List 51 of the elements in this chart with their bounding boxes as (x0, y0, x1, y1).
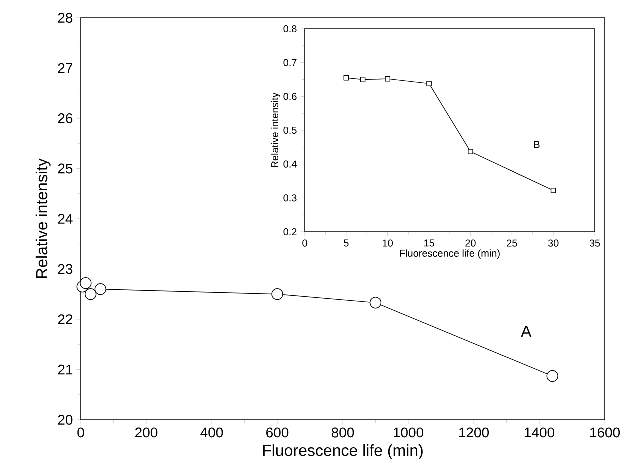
y-tick-label: 27 (58, 63, 73, 74)
point (84, 288, 97, 300)
y-tick-label: 0.6 (284, 93, 297, 100)
x-tick-label: 20 (466, 240, 476, 247)
x-tick-label: 0 (78, 428, 84, 438)
y-axis-title: Relative intensity (36, 158, 51, 278)
point (546, 370, 558, 382)
point (94, 284, 106, 296)
x-tick-label: 400 (200, 428, 224, 438)
point (272, 288, 284, 300)
y-tick-label: 20 (58, 415, 73, 425)
x-tick-label: 25 (507, 240, 518, 247)
y-tick-label: 0.3 (284, 194, 297, 202)
x-tick-label: 1000 (394, 428, 424, 438)
x-tick-label: 200 (136, 428, 158, 438)
x-tick-label: 15 (424, 240, 434, 247)
point (550, 188, 556, 194)
y-tick-label: 22 (58, 314, 73, 324)
x-tick-label: 0 (302, 240, 308, 247)
point (426, 81, 432, 86)
y-tick-label: 0.2 (284, 228, 297, 236)
point (80, 277, 92, 290)
y-tick-label: 24 (58, 214, 73, 224)
y-tick-label: 0.7 (284, 59, 297, 66)
x-axis-title: Fluorescence life (min) (263, 444, 423, 460)
annotation: A (521, 326, 532, 338)
y-axis-title: Relative intensity (271, 92, 280, 168)
x-tick-label: 800 (332, 428, 354, 438)
y-tick-label: 0.8 (284, 25, 297, 33)
annotation: B (534, 141, 540, 148)
y-tick-label: 28 (58, 13, 73, 23)
x-tick-label: 35 (590, 240, 600, 247)
y-tick-label: 0.4 (284, 160, 297, 168)
y-tick-label: 0.5 (284, 126, 297, 134)
point (468, 149, 474, 154)
x-tick-label: 1600 (590, 428, 620, 438)
y-tick-label: 26 (58, 114, 73, 124)
x-tick-label: 5 (344, 240, 349, 247)
x-tick-label: 30 (548, 240, 559, 247)
point (370, 297, 382, 309)
point (344, 75, 350, 81)
x-axis-title: Fluorescence life (min) (400, 250, 500, 260)
point (360, 77, 366, 82)
x-tick-label: 1400 (524, 428, 555, 438)
x-tick-label: 600 (266, 428, 289, 438)
y-tick-label: 23 (58, 264, 73, 274)
y-tick-label: 25 (58, 164, 73, 174)
x-tick-label: 10 (383, 240, 394, 247)
point (385, 76, 391, 82)
y-tick-label: 21 (58, 364, 73, 375)
x-tick-label: 1200 (459, 428, 490, 438)
